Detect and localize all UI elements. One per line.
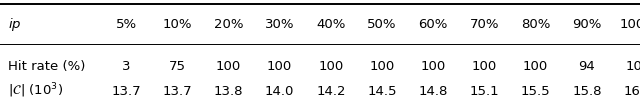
Text: 30%: 30%: [265, 18, 294, 31]
Text: 100: 100: [625, 60, 640, 73]
Text: 5%: 5%: [115, 18, 137, 31]
Text: 100: 100: [523, 60, 548, 73]
Text: 100: 100: [369, 60, 395, 73]
Text: 100: 100: [318, 60, 344, 73]
Text: $ip$: $ip$: [8, 16, 21, 33]
Text: Hit rate (%): Hit rate (%): [8, 60, 85, 73]
Text: 100: 100: [420, 60, 446, 73]
Text: 75: 75: [169, 60, 186, 73]
Text: 100: 100: [216, 60, 241, 73]
Text: 50%: 50%: [367, 18, 397, 31]
Text: 20%: 20%: [214, 18, 243, 31]
Text: 100: 100: [472, 60, 497, 73]
Text: 15.1: 15.1: [470, 85, 499, 98]
Text: 10%: 10%: [163, 18, 192, 31]
Text: 13.7: 13.7: [111, 85, 141, 98]
Text: 70%: 70%: [470, 18, 499, 31]
Text: 14.5: 14.5: [367, 85, 397, 98]
Text: 15.5: 15.5: [521, 85, 550, 98]
Text: 94: 94: [579, 60, 595, 73]
Text: 15.8: 15.8: [572, 85, 602, 98]
Text: 80%: 80%: [521, 18, 550, 31]
Text: 14.8: 14.8: [419, 85, 448, 98]
Text: 14.0: 14.0: [265, 85, 294, 98]
Text: $|\mathcal{C}|$ $(10^3)$: $|\mathcal{C}|$ $(10^3)$: [8, 82, 63, 99]
Text: 100: 100: [267, 60, 292, 73]
Text: 3: 3: [122, 60, 131, 73]
Text: 13.7: 13.7: [163, 85, 192, 98]
Text: 14.2: 14.2: [316, 85, 346, 98]
Text: 13.8: 13.8: [214, 85, 243, 98]
Text: 60%: 60%: [419, 18, 448, 31]
Text: 40%: 40%: [316, 18, 346, 31]
Text: 90%: 90%: [572, 18, 602, 31]
Text: 100%: 100%: [619, 18, 640, 31]
Text: 16.2: 16.2: [623, 85, 640, 98]
